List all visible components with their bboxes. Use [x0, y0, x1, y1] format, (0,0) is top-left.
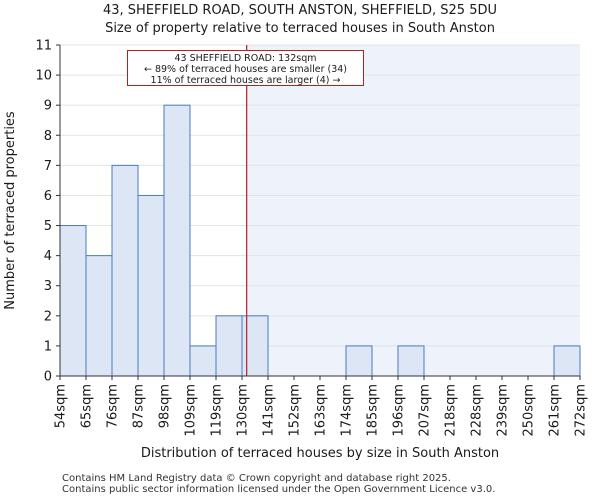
property-annotation-box: 43 SHEFFIELD ROAD: 132sqm ← 89% of terra… — [127, 50, 364, 86]
histogram-bar — [137, 194, 165, 377]
histogram-bar — [215, 315, 243, 377]
footer-copyright: Contains HM Land Registry data © Crown c… — [62, 473, 451, 484]
y-tick-label: 0 — [44, 370, 52, 385]
y-axis-title: Number of terraced properties — [3, 111, 18, 310]
histogram-bar — [59, 225, 87, 377]
larger-region-shade — [246, 45, 580, 376]
x-tick-label: 76sqm — [106, 384, 121, 428]
x-tick-label: 163sqm — [314, 384, 329, 437]
histogram-bar — [111, 164, 139, 377]
y-tick-label: 8 — [44, 129, 52, 144]
histogram-bar — [163, 104, 191, 377]
x-tick-label: 218sqm — [444, 384, 459, 437]
y-tick-label: 11 — [35, 39, 52, 54]
annotation-line-smaller: ← 89% of terraced houses are smaller (34… — [143, 64, 348, 75]
annotation-line-property: 43 SHEFFIELD ROAD: 132sqm — [174, 53, 317, 64]
x-tick-label: 228sqm — [470, 384, 485, 437]
x-tick-label: 185sqm — [366, 384, 381, 437]
histogram-bar — [345, 345, 373, 377]
histogram-bar — [85, 255, 113, 377]
x-tick-label: 250sqm — [522, 384, 537, 437]
y-tick-label: 9 — [44, 99, 52, 114]
x-tick-label: 109sqm — [184, 384, 199, 437]
y-tick-label: 4 — [44, 249, 52, 264]
x-tick-label: 119sqm — [210, 384, 225, 437]
y-tick-label: 6 — [44, 189, 52, 204]
y-tick-label: 3 — [44, 279, 52, 294]
x-tick-label: 261sqm — [548, 384, 563, 437]
chart-title-address: 43, SHEFFIELD ROAD, SOUTH ANSTON, SHEFFI… — [102, 3, 497, 18]
x-tick-label: 207sqm — [418, 384, 433, 437]
histogram-chart: 0 1 2 3 4 5 6 7 8 9 10 11 54sqm 65sqm 76sqm 87sqm 98sqm 1… — [3, 39, 589, 462]
histogram-bar — [189, 345, 217, 377]
chart-subtitle: Size of property relative to terraced ho… — [105, 21, 495, 36]
x-tick-label: 54sqm — [54, 384, 69, 428]
x-tick-label: 272sqm — [574, 384, 589, 437]
x-tick-label: 141sqm — [262, 384, 277, 437]
x-tick-label: 152sqm — [288, 384, 303, 437]
y-tick-label: 1 — [44, 339, 52, 354]
histogram-bar — [553, 345, 581, 377]
x-tick-label: 65sqm — [80, 384, 95, 428]
y-tick-label: 2 — [44, 309, 52, 324]
histogram-bar — [397, 345, 425, 377]
annotation-line-larger: 11% of terraced houses are larger (4) → — [150, 75, 341, 86]
histogram-bar — [241, 315, 269, 377]
x-tick-label: 130sqm — [236, 384, 251, 437]
x-tick-label: 98sqm — [158, 384, 173, 428]
x-tick-label: 87sqm — [132, 384, 147, 428]
y-tick-label: 10 — [35, 69, 52, 84]
y-tick-label: 5 — [44, 219, 52, 234]
y-tick-label: 7 — [44, 159, 52, 174]
footer-licence: Contains public sector information licen… — [62, 484, 496, 495]
x-tick-label: 196sqm — [392, 384, 407, 437]
x-tick-label: 174sqm — [340, 384, 355, 437]
x-tick-label: 239sqm — [496, 384, 511, 437]
x-axis-title: Distribution of terraced houses by size … — [141, 446, 499, 461]
